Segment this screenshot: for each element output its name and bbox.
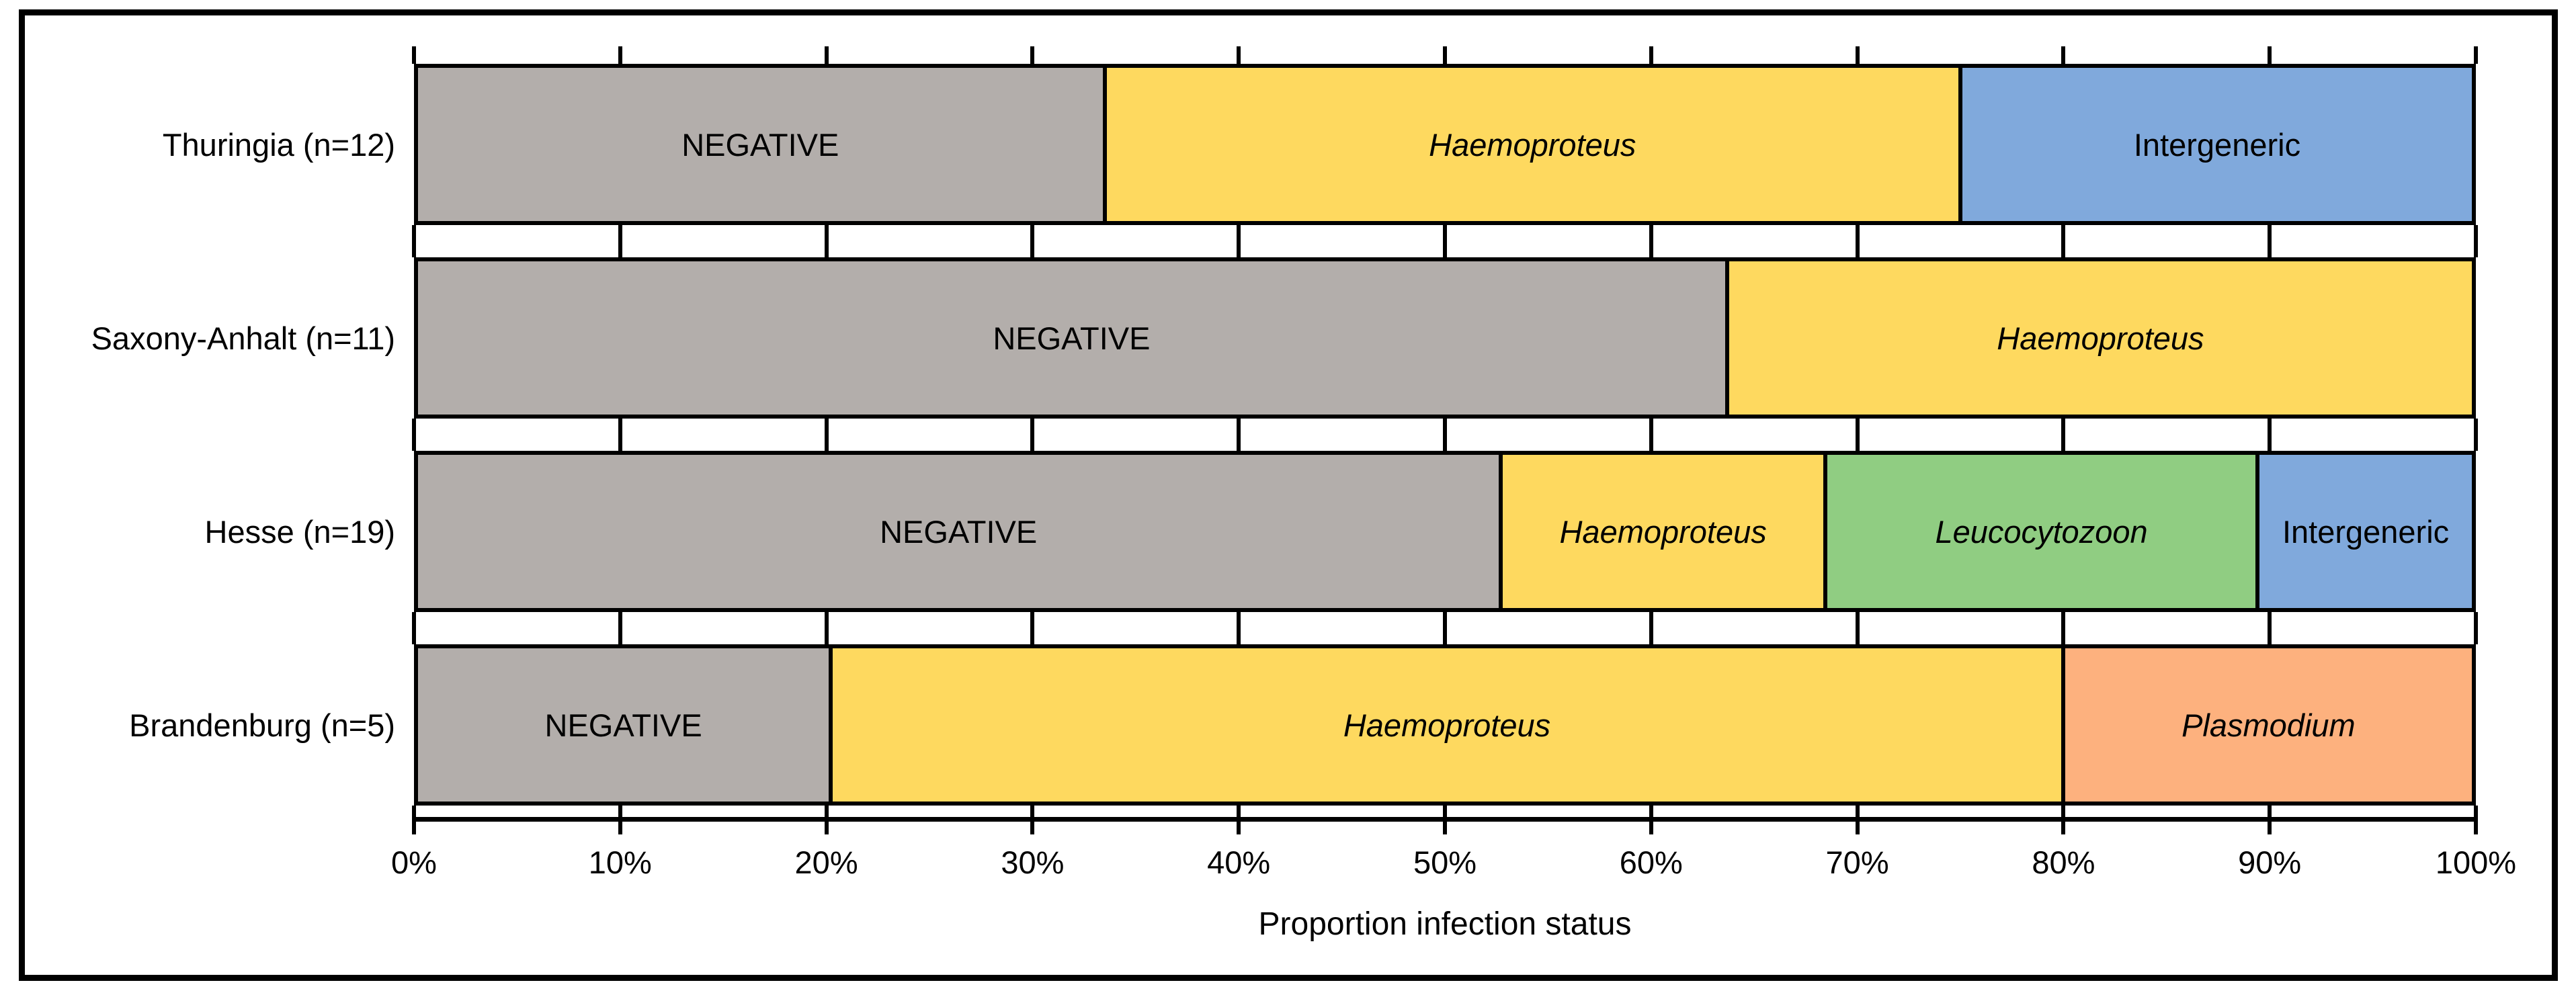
axis-tick [412, 419, 416, 451]
axis-tick [1649, 225, 1653, 257]
x-axis-tick-label: 20% [794, 845, 858, 880]
axis-tick [2061, 419, 2066, 451]
axis-tick [1443, 46, 1447, 64]
axis-tick [1855, 225, 1860, 257]
axis-tick [1237, 612, 1241, 644]
bar-segment: Haemoproteus [829, 648, 2061, 802]
x-axis-tick-label: 70% [1825, 845, 1889, 880]
axis-tick [1855, 612, 1860, 644]
x-axis-line [412, 817, 2478, 822]
axis-tick [2268, 612, 2272, 644]
axis-tick [2061, 612, 2066, 644]
axis-tick [1030, 225, 1035, 257]
bar-segment: Haemoproteus [1499, 455, 1823, 608]
axis-tick [412, 46, 416, 64]
bar-segment: NEGATIVE [418, 261, 1725, 415]
axis-tick [1237, 46, 1241, 64]
axis-tick [2061, 225, 2066, 257]
x-axis-tick-label: 10% [588, 845, 652, 880]
bar-segment: Intergeneric [1958, 68, 2472, 221]
axis-tick [1237, 225, 1241, 257]
x-axis-tick-label: 60% [1619, 845, 1683, 880]
axis-tick [1649, 46, 1653, 64]
axis-tick [1855, 46, 1860, 64]
axis-tick [1237, 419, 1241, 451]
x-axis-tick-label: 80% [2032, 845, 2095, 880]
axis-tick [1443, 419, 1447, 451]
bar-row: NEGATIVE Haemoproteus Plasmodium [414, 644, 2476, 806]
axis-tick [1443, 612, 1447, 644]
bar-row: NEGATIVE Haemoproteus Intergeneric [414, 64, 2476, 225]
bar-segment: NEGATIVE [418, 68, 1103, 221]
axis-tick [2474, 419, 2478, 451]
bar-segment: NEGATIVE [418, 455, 1499, 608]
axis-tick [2268, 225, 2272, 257]
x-axis-tick-label: 30% [1001, 845, 1065, 880]
y-axis-category-label: Saxony-Anhalt (n=11) [91, 320, 395, 356]
axis-tick [1443, 225, 1447, 257]
axis-tick [618, 46, 622, 64]
y-axis-category-label: Thuringia (n=12) [162, 126, 395, 163]
bar-segment: Haemoproteus [1725, 261, 2472, 415]
bar-segment: Haemoproteus [1102, 68, 1958, 221]
bar-segment: NEGATIVE [418, 648, 829, 802]
axis-tick [1030, 419, 1035, 451]
bar-row: NEGATIVE Haemoproteus Leucocytozoon Interge… [414, 451, 2476, 612]
axis-tick [1649, 612, 1653, 644]
axis-tick [1855, 419, 1860, 451]
x-axis-tick-label: 50% [1413, 845, 1477, 880]
x-axis-tick-label: 100% [2435, 845, 2517, 880]
axis-tick [824, 225, 829, 257]
bar-segment: Plasmodium [2061, 648, 2472, 802]
bar-segment: Intergeneric [2255, 455, 2472, 608]
axis-tick [2061, 46, 2066, 64]
x-axis-tick-label: 0% [391, 845, 437, 880]
x-axis-tick-label: 90% [2238, 845, 2302, 880]
x-axis-title: Proportion infection status [1258, 906, 1632, 942]
y-axis-category-label: Brandenburg (n=5) [129, 707, 395, 743]
axis-tick [412, 225, 416, 257]
axis-tick [2268, 419, 2272, 451]
axis-tick [1030, 46, 1035, 64]
bar-row: NEGATIVE Haemoproteus [414, 257, 2476, 419]
axis-tick [2474, 46, 2478, 64]
axis-tick [1030, 612, 1035, 644]
axis-tick [824, 419, 829, 451]
axis-tick [1649, 419, 1653, 451]
axis-tick [824, 46, 829, 64]
axis-tick [618, 612, 622, 644]
axis-tick [824, 612, 829, 644]
bar-segment: Leucocytozoon [1823, 455, 2256, 608]
axis-tick [412, 612, 416, 644]
axis-tick [2474, 612, 2478, 644]
axis-tick [2268, 46, 2272, 64]
axis-tick [618, 225, 622, 257]
y-axis-category-label: Hesse (n=19) [204, 513, 395, 550]
axis-tick [618, 419, 622, 451]
axis-tick [2474, 225, 2478, 257]
x-axis-tick-label: 40% [1207, 845, 1271, 880]
